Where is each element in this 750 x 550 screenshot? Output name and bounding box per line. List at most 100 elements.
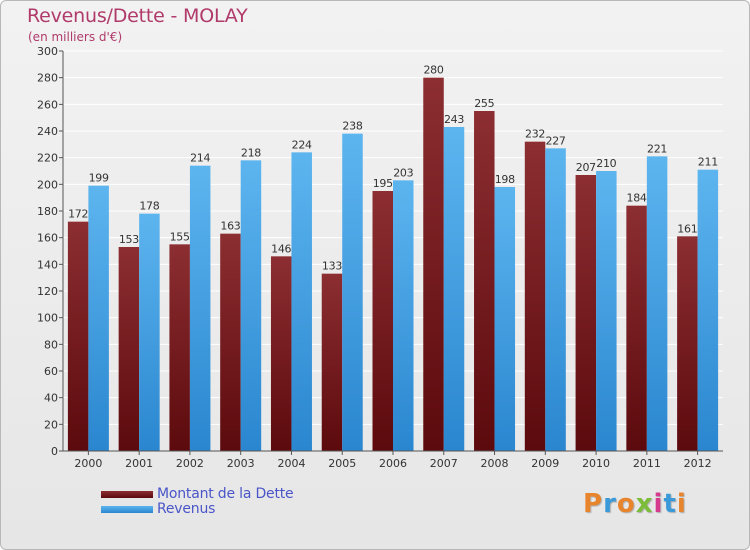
y-tick-label: 220 bbox=[37, 152, 58, 165]
logo-letter: x bbox=[635, 489, 654, 519]
y-tick-label: 20 bbox=[44, 418, 58, 431]
bar-revenue bbox=[545, 148, 566, 452]
data-label-revenue: 203 bbox=[393, 166, 413, 179]
x-tick-label: 2002 bbox=[176, 457, 204, 470]
legend-swatch-debt bbox=[101, 491, 153, 498]
legend-label-revenue: Revenus bbox=[157, 501, 216, 517]
data-label-debt: 146 bbox=[271, 242, 291, 255]
x-tick-label: 2004 bbox=[277, 457, 305, 470]
x-tick-label: 2000 bbox=[74, 457, 102, 470]
data-label-debt: 195 bbox=[373, 177, 393, 190]
bar-debt bbox=[575, 175, 597, 451]
y-tick-label: 240 bbox=[37, 125, 58, 138]
data-label-revenue: 227 bbox=[546, 134, 566, 147]
data-label-debt: 172 bbox=[68, 208, 88, 221]
data-label-debt: 207 bbox=[576, 161, 596, 174]
logo-letter: r bbox=[603, 489, 617, 519]
bar-revenue bbox=[646, 156, 668, 452]
x-tick-label: 2008 bbox=[481, 457, 509, 470]
bar-debt bbox=[270, 256, 292, 451]
bar-revenue bbox=[291, 152, 312, 452]
data-label-revenue: 214 bbox=[190, 152, 210, 165]
logo-letter: i bbox=[676, 489, 687, 519]
y-tick-label: 180 bbox=[37, 205, 58, 218]
data-label-revenue: 198 bbox=[495, 173, 515, 186]
bar-debt bbox=[677, 236, 698, 451]
bar-revenue bbox=[393, 180, 414, 452]
x-tick-label: 2011 bbox=[633, 457, 661, 470]
legend-label-debt: Montant de la Dette bbox=[157, 486, 294, 502]
data-labels: 1721991531781552141632181462241332381952… bbox=[68, 64, 718, 273]
bar-debt bbox=[524, 141, 546, 451]
x-tick-label: 2009 bbox=[531, 457, 559, 470]
data-label-debt: 184 bbox=[627, 192, 647, 205]
axes: 0 20 40 60 80 100 120 140 160 180 200 220 240 260 280 3… bbox=[37, 45, 723, 470]
bar-revenue bbox=[139, 213, 160, 451]
bar-debt bbox=[321, 273, 343, 451]
data-label-revenue: 199 bbox=[89, 172, 109, 185]
bar-revenue bbox=[443, 127, 465, 451]
y-tick-label: 0 bbox=[51, 445, 58, 458]
bar-debt bbox=[626, 205, 647, 451]
data-label-revenue: 238 bbox=[342, 120, 362, 133]
y-tick-label: 40 bbox=[44, 392, 58, 405]
y-tick-label: 160 bbox=[37, 232, 58, 245]
data-label-debt: 163 bbox=[220, 220, 240, 233]
x-tick-label: 2001 bbox=[125, 457, 153, 470]
bar-debt bbox=[372, 191, 393, 451]
data-label-revenue: 211 bbox=[698, 156, 718, 169]
bar-debt bbox=[220, 233, 241, 451]
x-tick-label: 2012 bbox=[684, 457, 712, 470]
x-tick-label: 2006 bbox=[379, 457, 407, 470]
bar-revenue bbox=[596, 171, 617, 451]
data-label-revenue: 210 bbox=[596, 157, 616, 170]
data-label-debt: 155 bbox=[170, 230, 190, 243]
bars bbox=[67, 77, 719, 452]
y-tick-label: 280 bbox=[37, 72, 58, 85]
data-label-debt: 280 bbox=[423, 64, 443, 77]
data-label-revenue: 218 bbox=[241, 146, 261, 159]
data-label-revenue: 221 bbox=[647, 142, 667, 155]
y-tick-label: 100 bbox=[37, 312, 58, 325]
data-label-debt: 153 bbox=[119, 233, 139, 246]
x-tick-label: 2007 bbox=[430, 457, 458, 470]
x-tick-label: 2010 bbox=[582, 457, 610, 470]
legend-swatch-revenue bbox=[101, 506, 153, 513]
proxiti-logo-icon: Proxiti bbox=[583, 489, 687, 519]
y-tick-label: 120 bbox=[37, 285, 58, 298]
bar-debt bbox=[67, 221, 89, 451]
chart-subtitle: (en milliers d'€) bbox=[28, 30, 123, 44]
bar-revenue bbox=[189, 165, 211, 451]
data-label-debt: 133 bbox=[322, 260, 342, 273]
data-label-debt: 255 bbox=[474, 97, 494, 110]
y-tick-label: 260 bbox=[37, 98, 58, 111]
bar-debt bbox=[169, 244, 190, 451]
bar-revenue bbox=[240, 160, 262, 452]
bar-debt bbox=[118, 247, 140, 451]
y-tick-label: 60 bbox=[44, 365, 58, 378]
x-tick-label: 2003 bbox=[227, 457, 255, 470]
y-tick-label: 80 bbox=[44, 338, 58, 351]
data-label-revenue: 243 bbox=[444, 113, 464, 126]
data-label-revenue: 224 bbox=[292, 138, 312, 151]
bar-debt bbox=[423, 77, 444, 452]
chart-title: Revenus/Dette - MOLAY bbox=[27, 5, 248, 27]
y-tick-label: 140 bbox=[37, 258, 58, 271]
y-tick-label: 200 bbox=[37, 178, 58, 191]
bar-revenue bbox=[342, 133, 363, 451]
y-tick-label: 300 bbox=[37, 45, 58, 58]
bar-revenue bbox=[494, 187, 516, 451]
data-label-debt: 232 bbox=[525, 128, 545, 141]
logo-letter: o bbox=[616, 489, 636, 519]
logo-letter: i bbox=[653, 489, 664, 519]
data-label-debt: 161 bbox=[677, 222, 697, 235]
data-label-revenue: 178 bbox=[139, 200, 159, 213]
bar-debt bbox=[474, 111, 495, 451]
bar-revenue bbox=[697, 169, 719, 451]
bar-revenue bbox=[88, 185, 109, 451]
x-tick-label: 2005 bbox=[328, 457, 356, 470]
logo-letter: P bbox=[583, 489, 604, 519]
logo-letter: t bbox=[663, 489, 677, 519]
